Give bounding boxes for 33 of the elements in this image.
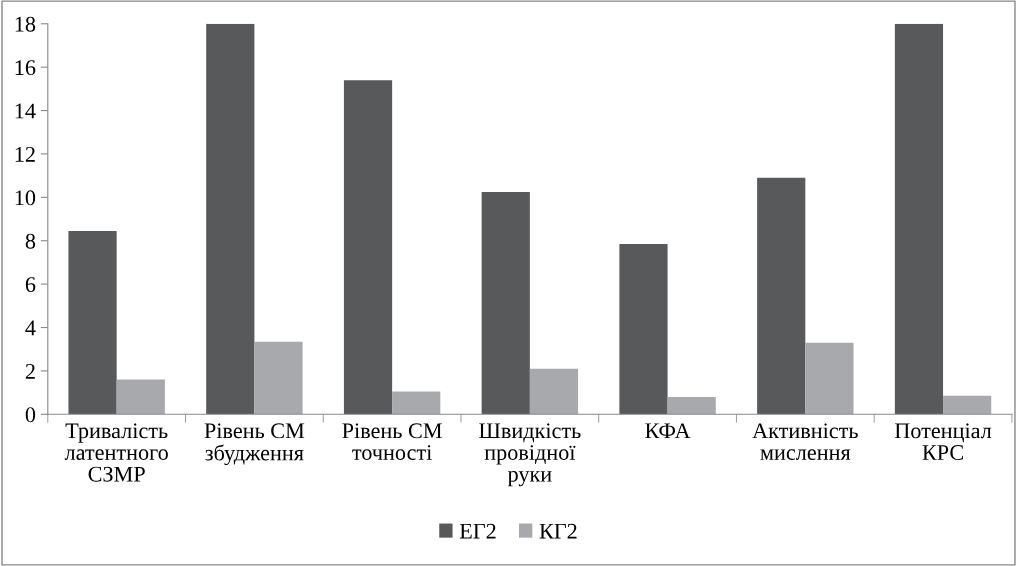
y-tick-label: 2 bbox=[25, 363, 35, 379]
bar bbox=[392, 391, 441, 415]
bar bbox=[254, 341, 303, 415]
legend-label: ЕГ2 bbox=[459, 523, 496, 539]
bar bbox=[116, 379, 165, 415]
y-tick-label: 8 bbox=[25, 233, 36, 249]
y-tick-label: 4 bbox=[25, 320, 36, 336]
y-tick-label: 10 bbox=[15, 190, 36, 206]
x-tick-label: Потенціал КРС bbox=[894, 423, 992, 460]
x-tick-label: Рівень СМ точності bbox=[342, 423, 442, 460]
bar bbox=[343, 80, 393, 415]
bar bbox=[943, 395, 992, 415]
x-tick-label: КФА bbox=[645, 423, 691, 439]
bar bbox=[529, 368, 579, 415]
bar bbox=[805, 342, 854, 415]
bar bbox=[68, 230, 117, 415]
x-tick-label: Активність мислення bbox=[752, 423, 858, 460]
x-tick-label: Рівень СМ збудження bbox=[204, 423, 305, 466]
x-tick-label: Швидкість провідної руки bbox=[479, 423, 581, 487]
bar bbox=[619, 243, 668, 415]
y-tick-label: 6 bbox=[25, 277, 36, 293]
legend-label: КГ2 bbox=[539, 523, 577, 539]
y-tick-label: 0 bbox=[25, 407, 36, 423]
y-tick-label: 16 bbox=[15, 60, 36, 76]
y-tick-label: 12 bbox=[15, 146, 35, 162]
bar bbox=[481, 191, 530, 415]
bar bbox=[894, 23, 944, 415]
x-tick-label: Тривалість латентного СЗМР bbox=[64, 423, 168, 482]
y-tick-label: 14 bbox=[15, 103, 36, 119]
bar bbox=[667, 396, 716, 415]
y-tick-label: 18 bbox=[15, 16, 36, 32]
bar bbox=[206, 23, 255, 415]
bar bbox=[757, 177, 806, 415]
